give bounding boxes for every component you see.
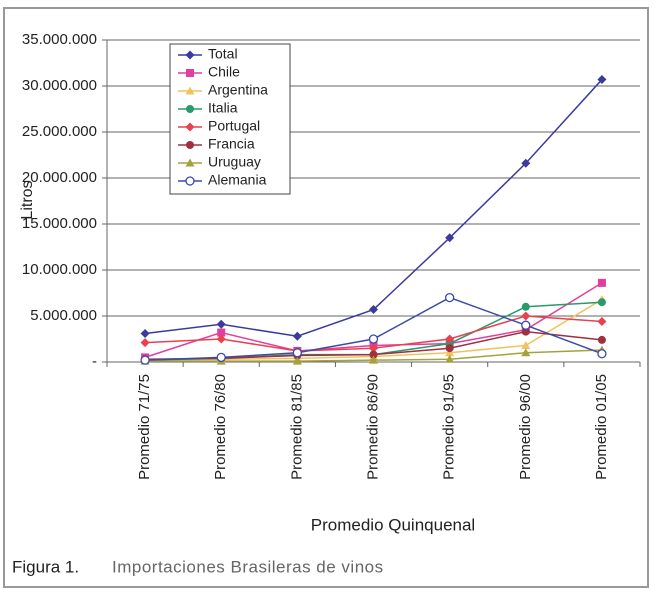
y-tick-label: 10.000.000 [22, 261, 97, 278]
y-tick-label: 30.000.000 [22, 77, 97, 94]
legend-label: Alemania [208, 172, 267, 188]
point [445, 344, 454, 353]
x-tick-label: Promedio 01/05 [593, 374, 610, 480]
x-tick-label: Promedio 76/80 [212, 374, 229, 480]
frame [3, 7, 649, 588]
legend-label: Chile [208, 64, 240, 80]
x-tick-label: Promedio 71/75 [136, 374, 153, 480]
point [216, 352, 226, 363]
point [292, 348, 303, 358]
point [369, 343, 378, 353]
point [292, 331, 302, 341]
y-tick-label: 20.000.000 [22, 169, 97, 186]
legend-marker [185, 86, 195, 95]
legend-marker [186, 105, 194, 113]
point [445, 233, 455, 243]
legend-marker [185, 176, 195, 186]
legend-marker [186, 69, 194, 77]
y-tick-label: 5.000.000 [30, 307, 97, 324]
point [445, 334, 455, 344]
point [597, 278, 606, 287]
point [216, 319, 226, 329]
point [369, 350, 378, 359]
legend-marker [185, 50, 195, 60]
point [597, 349, 607, 359]
point [369, 305, 378, 315]
point [521, 340, 531, 349]
point [445, 348, 455, 357]
point [521, 320, 531, 330]
legend-label: Total [208, 46, 238, 62]
x-tick-label: Promedio 96/00 [517, 374, 534, 480]
point [597, 335, 606, 344]
point [292, 356, 302, 365]
legend-label: Francia [208, 136, 255, 152]
point [521, 348, 531, 357]
y-tick-label: 35.000.000 [22, 31, 97, 48]
x-axis-label: Promedio Quinquenal [311, 515, 475, 534]
legend-marker [185, 122, 195, 132]
point [521, 311, 531, 321]
legend-label: Portugal [208, 118, 260, 134]
y-tick-label: 25.000.000 [22, 123, 97, 140]
legend-label: Argentina [208, 82, 268, 98]
y-axis-label: Litros [19, 180, 36, 219]
legend-label: Uruguay [208, 154, 261, 170]
point [521, 158, 531, 168]
point [140, 328, 150, 338]
point [140, 355, 150, 365]
point [216, 334, 226, 344]
point [521, 302, 530, 311]
point [521, 327, 530, 336]
x-tick-label: Promedio 81/85 [288, 374, 305, 480]
y-tick-label: - [92, 353, 97, 370]
legend-marker [186, 141, 194, 149]
point [444, 292, 455, 303]
caption: Importaciones Brasileras de vinos [112, 557, 384, 576]
point [445, 354, 455, 363]
point [597, 298, 606, 307]
point [217, 328, 226, 337]
point [140, 338, 150, 348]
point [597, 317, 607, 327]
point [369, 355, 378, 364]
legend-label: Italia [208, 100, 238, 116]
y-tick-label: 15.000.000 [22, 215, 97, 232]
point [368, 334, 379, 344]
point [597, 75, 607, 85]
legend-marker [185, 158, 195, 167]
caption-prefix: Figura 1. [12, 557, 79, 576]
x-tick-label: Promedio 91/95 [441, 374, 458, 480]
x-tick-label: Promedio 86/90 [364, 374, 381, 480]
